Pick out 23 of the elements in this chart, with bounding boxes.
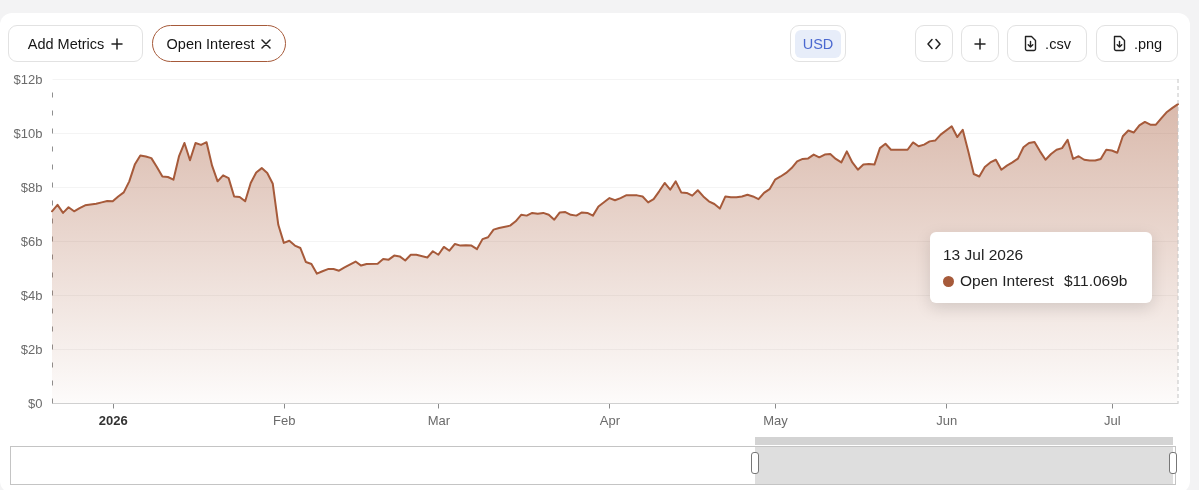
y-tick-label: $0 [28, 395, 43, 411]
y-tick-label: $4b [20, 287, 43, 303]
annotation: $11.069b [1063, 272, 1128, 291]
y-tick-label: $10b [13, 125, 43, 141]
x-tick-label: Feb [273, 412, 296, 428]
y-tick-label: $6b [20, 233, 43, 249]
x-tick-label: Apr [599, 412, 621, 428]
legend-label: Open Interest [960, 272, 1054, 291]
x-tick-label: May [763, 412, 789, 428]
csv-button: .csv [1007, 25, 1087, 62]
x-tick-label: Jun [936, 412, 958, 428]
currency-toggle: USD [790, 25, 846, 62]
metric-chip: Open Interest [152, 25, 286, 62]
annotation: 13 Jul 2026 [943, 246, 1025, 265]
x-tick-label: Mar [427, 412, 451, 428]
y-tick-label: $2b [20, 341, 43, 357]
x-tick-label: Jul [1103, 412, 1121, 428]
png-button: .png [1096, 25, 1178, 62]
x-tick-label: 2026 [98, 412, 128, 428]
add-metrics-button: Add Metrics [8, 25, 143, 62]
y-tick-label: $12b [13, 71, 43, 87]
y-tick-label: $8b [20, 179, 43, 195]
tooltip: 13 Jul 2026 Open Interest $11.069b [930, 232, 1152, 304]
